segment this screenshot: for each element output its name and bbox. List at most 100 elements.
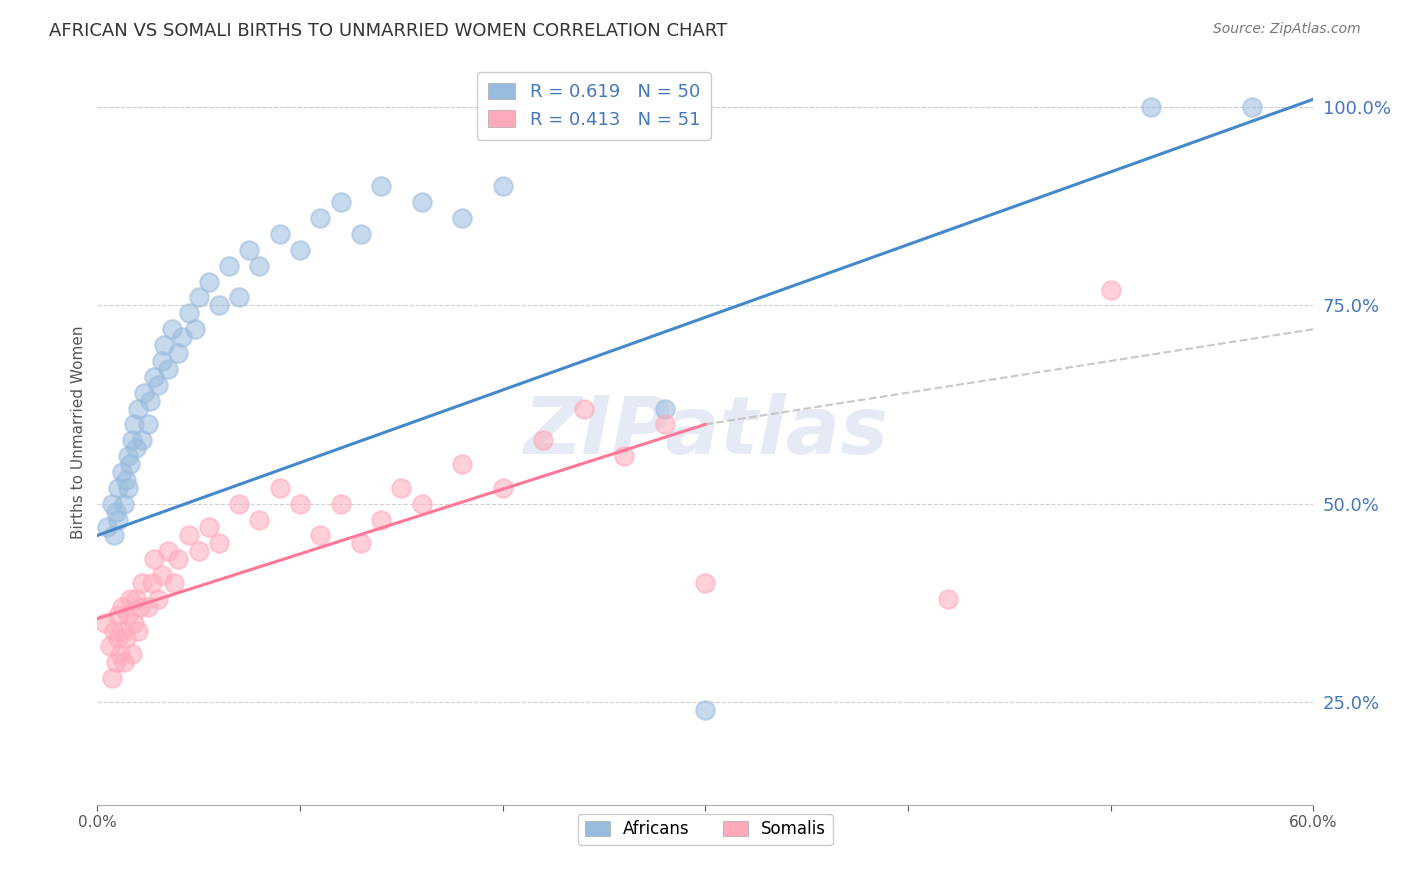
Point <box>132 385 155 400</box>
Point <box>654 417 676 432</box>
Point <box>117 607 139 622</box>
Point <box>121 434 143 448</box>
Point <box>150 568 173 582</box>
Point <box>1099 283 1122 297</box>
Point <box>172 330 194 344</box>
Point <box>531 434 554 448</box>
Point <box>136 599 159 614</box>
Point <box>938 591 960 606</box>
Point <box>1241 100 1264 114</box>
Point <box>249 259 271 273</box>
Point <box>288 243 311 257</box>
Point <box>329 497 352 511</box>
Point <box>114 632 136 646</box>
Point <box>122 417 145 432</box>
Point <box>112 655 135 669</box>
Point <box>141 576 163 591</box>
Point <box>131 434 153 448</box>
Point <box>163 576 186 591</box>
Point <box>146 591 169 606</box>
Point <box>187 544 209 558</box>
Point <box>572 401 595 416</box>
Y-axis label: Births to Unmarried Women: Births to Unmarried Women <box>72 326 86 539</box>
Point <box>139 393 162 408</box>
Point <box>112 497 135 511</box>
Point <box>228 497 250 511</box>
Point <box>100 671 122 685</box>
Point <box>309 211 332 226</box>
Point <box>269 227 291 241</box>
Point <box>309 528 332 542</box>
Point <box>96 520 118 534</box>
Point <box>167 346 190 360</box>
Point <box>238 243 260 257</box>
Point <box>129 599 152 614</box>
Point <box>107 607 129 622</box>
Point <box>492 179 515 194</box>
Point <box>613 449 636 463</box>
Point <box>117 481 139 495</box>
Point <box>103 528 125 542</box>
Point <box>269 481 291 495</box>
Point <box>451 211 474 226</box>
Point <box>104 505 127 519</box>
Point <box>249 512 271 526</box>
Point <box>146 377 169 392</box>
Text: ZIPatlas: ZIPatlas <box>523 393 887 471</box>
Point <box>370 179 392 194</box>
Point <box>162 322 184 336</box>
Point <box>150 354 173 368</box>
Point <box>695 576 717 591</box>
Point <box>288 497 311 511</box>
Point <box>157 544 180 558</box>
Point <box>131 576 153 591</box>
Point <box>125 591 148 606</box>
Point <box>183 322 205 336</box>
Point <box>127 401 149 416</box>
Text: Source: ZipAtlas.com: Source: ZipAtlas.com <box>1213 22 1361 37</box>
Point <box>121 648 143 662</box>
Point <box>350 227 373 241</box>
Point <box>198 275 221 289</box>
Point <box>350 536 373 550</box>
Point <box>654 401 676 416</box>
Point <box>111 599 134 614</box>
Point <box>103 624 125 638</box>
Point <box>157 362 180 376</box>
Point <box>1140 100 1163 114</box>
Point <box>104 655 127 669</box>
Point <box>98 640 121 654</box>
Point <box>122 615 145 630</box>
Point <box>451 457 474 471</box>
Point <box>329 195 352 210</box>
Point <box>118 457 141 471</box>
Point <box>118 591 141 606</box>
Point <box>107 512 129 526</box>
Point <box>370 512 392 526</box>
Point <box>177 306 200 320</box>
Point <box>100 497 122 511</box>
Point <box>218 259 240 273</box>
Point <box>228 291 250 305</box>
Point <box>411 195 433 210</box>
Point <box>111 624 134 638</box>
Point <box>695 703 717 717</box>
Point <box>177 528 200 542</box>
Point <box>127 624 149 638</box>
Point <box>107 481 129 495</box>
Point <box>143 369 166 384</box>
Point <box>167 552 190 566</box>
Point <box>411 497 433 511</box>
Point <box>492 481 515 495</box>
Point <box>208 536 231 550</box>
Point <box>136 417 159 432</box>
Point <box>125 441 148 455</box>
Point <box>111 465 134 479</box>
Legend: Africans, Somalis: Africans, Somalis <box>578 814 832 845</box>
Point <box>389 481 412 495</box>
Text: AFRICAN VS SOMALI BIRTHS TO UNMARRIED WOMEN CORRELATION CHART: AFRICAN VS SOMALI BIRTHS TO UNMARRIED WO… <box>49 22 727 40</box>
Point <box>114 473 136 487</box>
Point <box>143 552 166 566</box>
Point <box>107 632 129 646</box>
Point <box>94 615 117 630</box>
